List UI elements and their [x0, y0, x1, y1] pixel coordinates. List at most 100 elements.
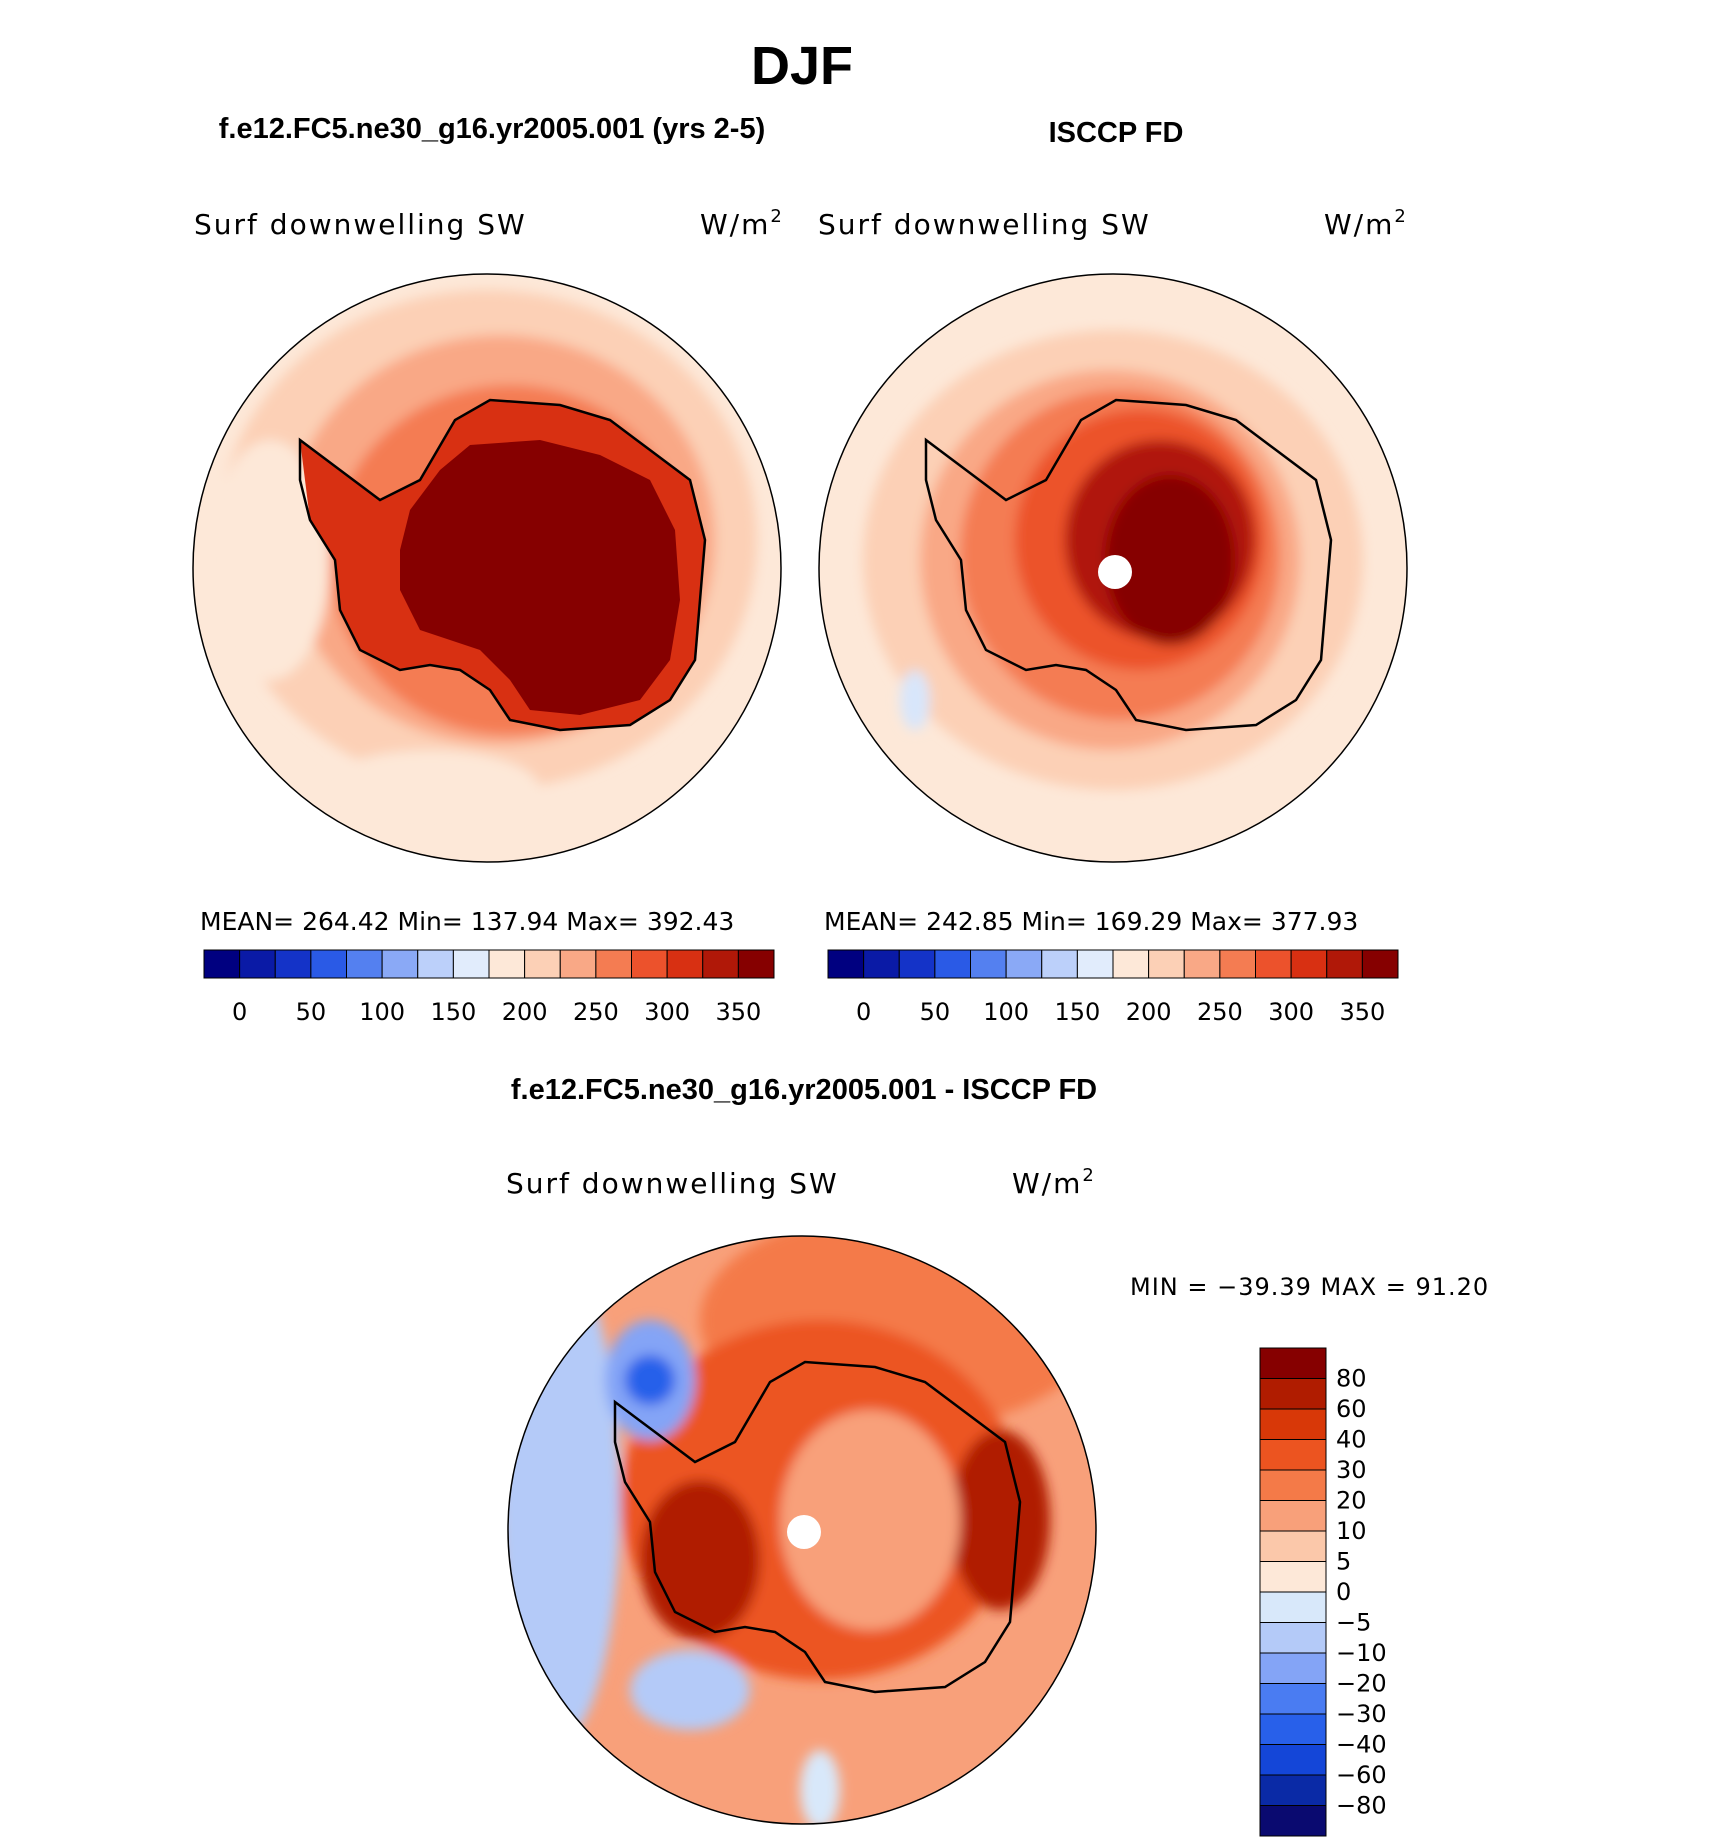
panel-b-pole-hole [1098, 555, 1132, 589]
panel-b-colorbar-tick-label: 150 [1054, 998, 1100, 1026]
panel-b-colorbar-swatch [1041, 949, 1078, 979]
panel-b-colorbar-swatch [1148, 949, 1185, 979]
panel-diff-colorbar-tick-label: −80 [1336, 1792, 1387, 1820]
panel-a-colorbar-swatch [239, 949, 276, 979]
panel-a-map [193, 274, 781, 862]
panel-diff-colorbar-tick-label: 10 [1336, 1517, 1367, 1545]
panel-diff-colorbar-swatch [1259, 1347, 1327, 1379]
panel-a-colorbar-swatch [631, 949, 668, 979]
panel-b-colorbar-swatch [970, 949, 1007, 979]
panel-b-map-border [818, 273, 1408, 863]
panel-diff-colorbar-swatch [1259, 1683, 1327, 1715]
panel-a-colorbar-swatch [274, 949, 312, 979]
panel-b-map [819, 274, 1407, 862]
panel-b-case-title: ISCCP FD [1049, 117, 1184, 149]
panel-b-colorbar-tick-label: 0 [856, 998, 871, 1026]
panel-b-coastline [924, 398, 1333, 732]
panel-diff-region-3 [640, 1480, 760, 1640]
panel-diff-colorbar-swatch [1259, 1591, 1327, 1623]
panel-a-colorbar-swatch [559, 949, 597, 979]
panel-b-colorbar-tick-label: 200 [1126, 998, 1172, 1026]
panel-diff-colorbar-tick-label: 40 [1336, 1426, 1367, 1454]
panel-a-colorbar-swatch [702, 949, 739, 979]
panel-a-land-inner [400, 440, 680, 715]
panel-a-colorbar-swatch [381, 949, 419, 979]
diff-case-title: f.e12.FC5.ne30_g16.yr2005.001 - ISCCP FD [511, 1074, 1097, 1106]
panel-a-colorbar-swatch [310, 949, 347, 979]
panel-a-colorbar-tick-label: 100 [359, 998, 405, 1026]
panel-a-colorbar-tick-label: 200 [502, 998, 548, 1026]
panel-a-stats: MEAN= 264.42 Min= 137.94 Max= 392.43 [200, 907, 734, 936]
panel-b-colorbar-swatch [1183, 949, 1221, 979]
panel-a-colorbar-tick-label: 0 [232, 998, 247, 1026]
panel-b-colorbar-tick-label: 300 [1268, 998, 1314, 1026]
panel-b-stats: MEAN= 242.85 Min= 169.29 Max= 377.93 [824, 907, 1358, 936]
panel-diff-colorbar-swatch [1259, 1774, 1327, 1806]
panel-b-colorbar-swatch [1326, 949, 1363, 979]
panel-b-colorbar-swatch [1005, 949, 1043, 979]
panel-b-colorbar-swatch [863, 949, 900, 979]
panel-diff-colorbar-swatch [1259, 1408, 1327, 1440]
panel-a-colorbar-tick-label: 300 [644, 998, 690, 1026]
panel-b-variable-label: Surf downwelling SW [818, 208, 1151, 241]
panel-b-colorbar-swatch [1112, 949, 1150, 979]
panel-diff-colorbar-swatch [1259, 1744, 1327, 1776]
panel-diff-colorbar-tick-label: 5 [1336, 1548, 1351, 1576]
panel-b-colorbar-swatch [1076, 949, 1114, 979]
panel-diff-region-6 [508, 1260, 620, 1740]
panel-b-colorbar-swatch [827, 949, 865, 979]
panel-diff-variable-label: Surf downwelling SW [506, 1167, 839, 1200]
panel-diff-colorbar-swatch [1259, 1500, 1327, 1532]
panel-diff-units-label: W/m2 [1012, 1165, 1096, 1200]
panel-diff-pole-hole [787, 1515, 821, 1549]
panel-a-blob-1 [210, 440, 330, 680]
panel-diff-colorbar-swatch [1259, 1469, 1327, 1501]
panel-b-colorbar-swatch [1361, 949, 1399, 979]
season-title: DJF [751, 36, 853, 96]
panel-a-case-title: f.e12.FC5.ne30_g16.yr2005.001 (yrs 2-5) [219, 113, 766, 145]
panel-a-coastline [298, 398, 707, 732]
panel-diff-colorbar-swatch [1259, 1530, 1327, 1562]
panel-a-colorbar-swatch [417, 949, 454, 979]
panel-diff-colorbar-tick-label: 60 [1336, 1395, 1367, 1423]
panel-b-colorbar-swatch [1219, 949, 1256, 979]
panel-a-colorbar-swatch [346, 949, 383, 979]
panel-diff-region-8 [625, 1355, 675, 1405]
panel-diff-region-9 [630, 1650, 750, 1730]
panel-b-colorbar-swatch [934, 949, 971, 979]
panel-a-colorbar-swatch [737, 949, 775, 979]
panel-a-variable-label: Surf downwelling SW [194, 208, 527, 241]
panel-diff-colorbar-swatch [1259, 1652, 1327, 1684]
panel-a-colorbar-tick-label: 250 [573, 998, 619, 1026]
panel-diff-colorbar-tick-label: 20 [1336, 1487, 1367, 1515]
panel-b-colorbar-tick-label: 50 [920, 998, 951, 1026]
panel-diff-colorbar-tick-label: 30 [1336, 1456, 1367, 1484]
panel-b-colorbar-swatch [1255, 949, 1292, 979]
panel-a-map-border [192, 273, 782, 863]
panel-diff-region-5 [780, 1410, 960, 1630]
panel-a-colorbar-swatch [452, 949, 490, 979]
panel-b-blob-2 [900, 670, 930, 730]
panel-a-colorbar: 0 50 100 150 200 250 300 350 [203, 949, 775, 1026]
panel-a-colorbar-tick-label: 50 [296, 998, 327, 1026]
panel-a-colorbar-swatch [666, 949, 704, 979]
panel-b-colorbar-tick-label: 100 [983, 998, 1029, 1026]
panel-diff-colorbar-swatch [1259, 1439, 1327, 1471]
panel-b-blob-1 [860, 280, 920, 320]
panel-diff: Surf downwelling SW W/m2 MIN = −39.39 MA… [506, 1165, 1488, 1837]
panel-b-units-label: W/m2 [1324, 206, 1408, 241]
panel-a-colorbar-swatch [203, 949, 241, 979]
panel-b-colorbar: 0 50 100 150 200 250 300 350 [827, 949, 1399, 1026]
panel-diff-region-4 [950, 1430, 1050, 1610]
panel-a: Surf downwelling SW W/m2 MEAN= 264.42 Mi… [192, 206, 784, 1026]
panel-diff-map-border [507, 1235, 1097, 1825]
panel-a-colorbar-swatch [488, 949, 526, 979]
panel-diff-colorbar-swatch [1259, 1378, 1327, 1410]
panel-b-colorbar-tick-label: 350 [1339, 998, 1385, 1026]
panel-a-units-label: W/m2 [700, 206, 784, 241]
panel-a-blob-2 [320, 750, 540, 830]
panel-diff-colorbar-swatch [1259, 1622, 1327, 1654]
panel-a-colorbar-swatch [524, 949, 561, 979]
panel-a-colorbar-tick-label: 150 [430, 998, 476, 1026]
